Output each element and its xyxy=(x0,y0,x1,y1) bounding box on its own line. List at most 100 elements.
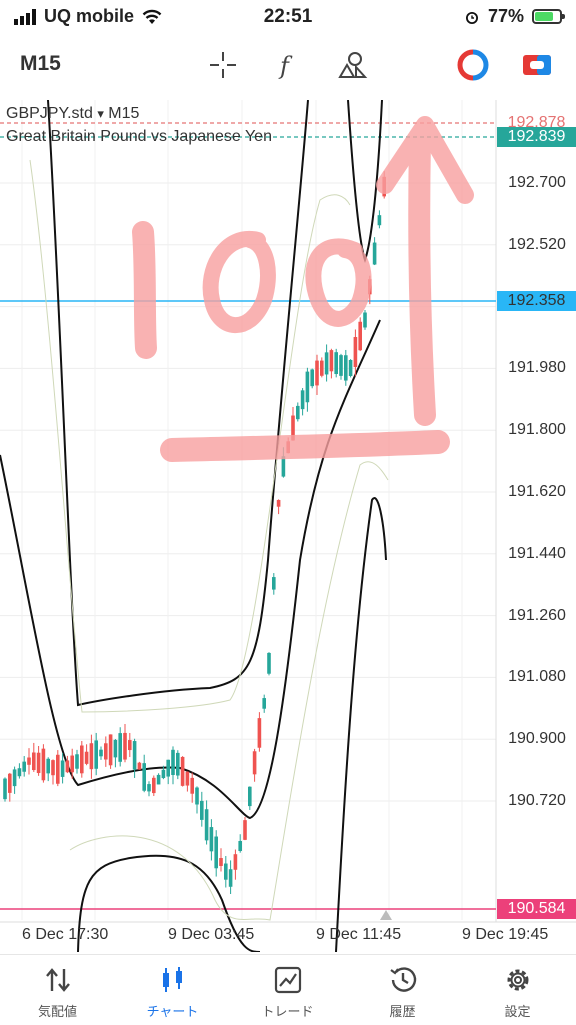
candle-body xyxy=(3,778,7,800)
candle-body xyxy=(27,757,31,765)
tab-quotes[interactable]: 気配値 xyxy=(0,955,115,1025)
candle-body xyxy=(128,740,132,751)
status-bar: UQ mobile 22:51 77% xyxy=(0,0,576,34)
chart-candles-icon xyxy=(156,963,190,997)
price-axis-label: 191.620 xyxy=(508,483,566,500)
upper-band-line xyxy=(47,99,309,707)
trade-chart-icon xyxy=(271,963,305,997)
candle-body xyxy=(209,827,214,852)
candle-body xyxy=(296,405,300,420)
candle-body xyxy=(137,762,142,770)
candle-body xyxy=(152,777,156,794)
candle-body xyxy=(267,652,271,674)
time-label-2: 9 Dec 03:45 xyxy=(168,926,255,943)
settings-gear-icon xyxy=(501,963,535,997)
candle-body xyxy=(228,869,233,887)
candle-body xyxy=(41,748,46,781)
candle-body xyxy=(363,312,367,328)
candle-body xyxy=(339,355,343,376)
candle-body xyxy=(344,355,348,381)
timeframe-button[interactable]: M15 xyxy=(20,52,61,75)
candle-body xyxy=(12,769,17,787)
price-axis-label: 192.700 xyxy=(508,174,566,191)
time-label-1: 6 Dec 17:30 xyxy=(22,926,109,943)
price-axis-label: 191.080 xyxy=(508,668,566,686)
candle-body xyxy=(51,760,55,776)
candle-body xyxy=(243,820,247,840)
chevron-down-icon: ▾ xyxy=(97,106,104,121)
candle-body xyxy=(108,734,113,766)
one-click-trading-icon[interactable] xyxy=(456,48,490,82)
candle-body xyxy=(99,749,103,757)
signal-icon xyxy=(14,8,36,25)
candle-body xyxy=(358,321,362,351)
symbol-header[interactable]: GBPJPY.std ▾ M15 xyxy=(6,105,139,123)
objects-icon[interactable] xyxy=(336,48,370,82)
candle-body xyxy=(276,499,281,507)
candle-body xyxy=(281,456,286,477)
candle-body xyxy=(204,809,209,841)
time-label-4: 9 Dec 19:45 xyxy=(462,926,549,943)
candle-body xyxy=(324,352,329,375)
candle-body xyxy=(219,858,223,866)
candle-body xyxy=(248,786,252,807)
chart-canvas[interactable] xyxy=(0,99,576,953)
battery-icon xyxy=(532,9,565,24)
tab-trade-label: トレード xyxy=(261,1004,314,1019)
candle-body xyxy=(262,698,266,709)
candle-body xyxy=(185,771,190,786)
candle-body xyxy=(94,740,98,769)
history-clock-icon xyxy=(386,963,420,997)
price-axis-label: 192.520 xyxy=(508,235,566,253)
candle-body xyxy=(65,760,70,773)
candlestick-series xyxy=(3,171,386,894)
tab-settings[interactable]: 設定 xyxy=(460,955,575,1025)
envelope-upper xyxy=(29,159,351,713)
candle-body xyxy=(161,769,166,779)
candle-body xyxy=(75,754,79,769)
candle-body xyxy=(56,754,60,784)
candle-body xyxy=(305,371,310,403)
svg-text:f: f xyxy=(278,52,293,80)
candle-body xyxy=(22,761,26,772)
price-chart[interactable]: 192.700192.520192.160191.980191.800191.6… xyxy=(0,99,576,953)
tab-chart-label: チャート xyxy=(146,1004,199,1019)
candle-body xyxy=(104,743,108,760)
price-axis-label: 191.440 xyxy=(508,544,566,562)
candle-body xyxy=(132,741,137,770)
candle-body xyxy=(70,755,74,773)
price-axis-label: 191.800 xyxy=(508,421,566,439)
symbol-description: Great Britain Pound vs Japanese Yen xyxy=(6,128,272,145)
candle-body xyxy=(84,751,89,764)
candle-body xyxy=(300,390,305,410)
tab-history[interactable]: 履歴 xyxy=(345,955,460,1025)
indicators-icon[interactable]: f xyxy=(270,48,304,82)
price-axis-label: 190.900 xyxy=(508,730,566,748)
candle-body xyxy=(171,749,175,776)
trade-panel-icon[interactable] xyxy=(520,48,554,82)
candle-body xyxy=(252,751,257,775)
candle-body xyxy=(224,863,228,880)
quotes-arrows-icon xyxy=(41,963,75,997)
candle-body xyxy=(60,760,65,777)
candle-body xyxy=(377,215,382,226)
tab-history-label: 履歴 xyxy=(389,1004,416,1019)
candle-body xyxy=(257,718,262,748)
candle-body xyxy=(80,745,84,774)
candle-body xyxy=(190,777,194,794)
candle-body xyxy=(272,577,276,590)
tab-trade[interactable]: トレード xyxy=(230,955,345,1025)
bid-price-tag: 192.839 xyxy=(497,127,576,147)
candle-body xyxy=(310,369,314,387)
price-axis-label: 190.720 xyxy=(508,792,566,809)
candle-body xyxy=(214,836,218,869)
candle-body xyxy=(372,242,377,265)
tab-settings-label: 設定 xyxy=(504,1004,531,1019)
candle-body xyxy=(180,756,185,786)
candle-body xyxy=(123,732,127,760)
candle-body xyxy=(46,758,50,774)
candle-body xyxy=(238,840,242,852)
tab-chart[interactable]: チャート xyxy=(115,955,230,1025)
crosshair-icon[interactable] xyxy=(206,48,240,82)
candle-body xyxy=(17,768,22,777)
